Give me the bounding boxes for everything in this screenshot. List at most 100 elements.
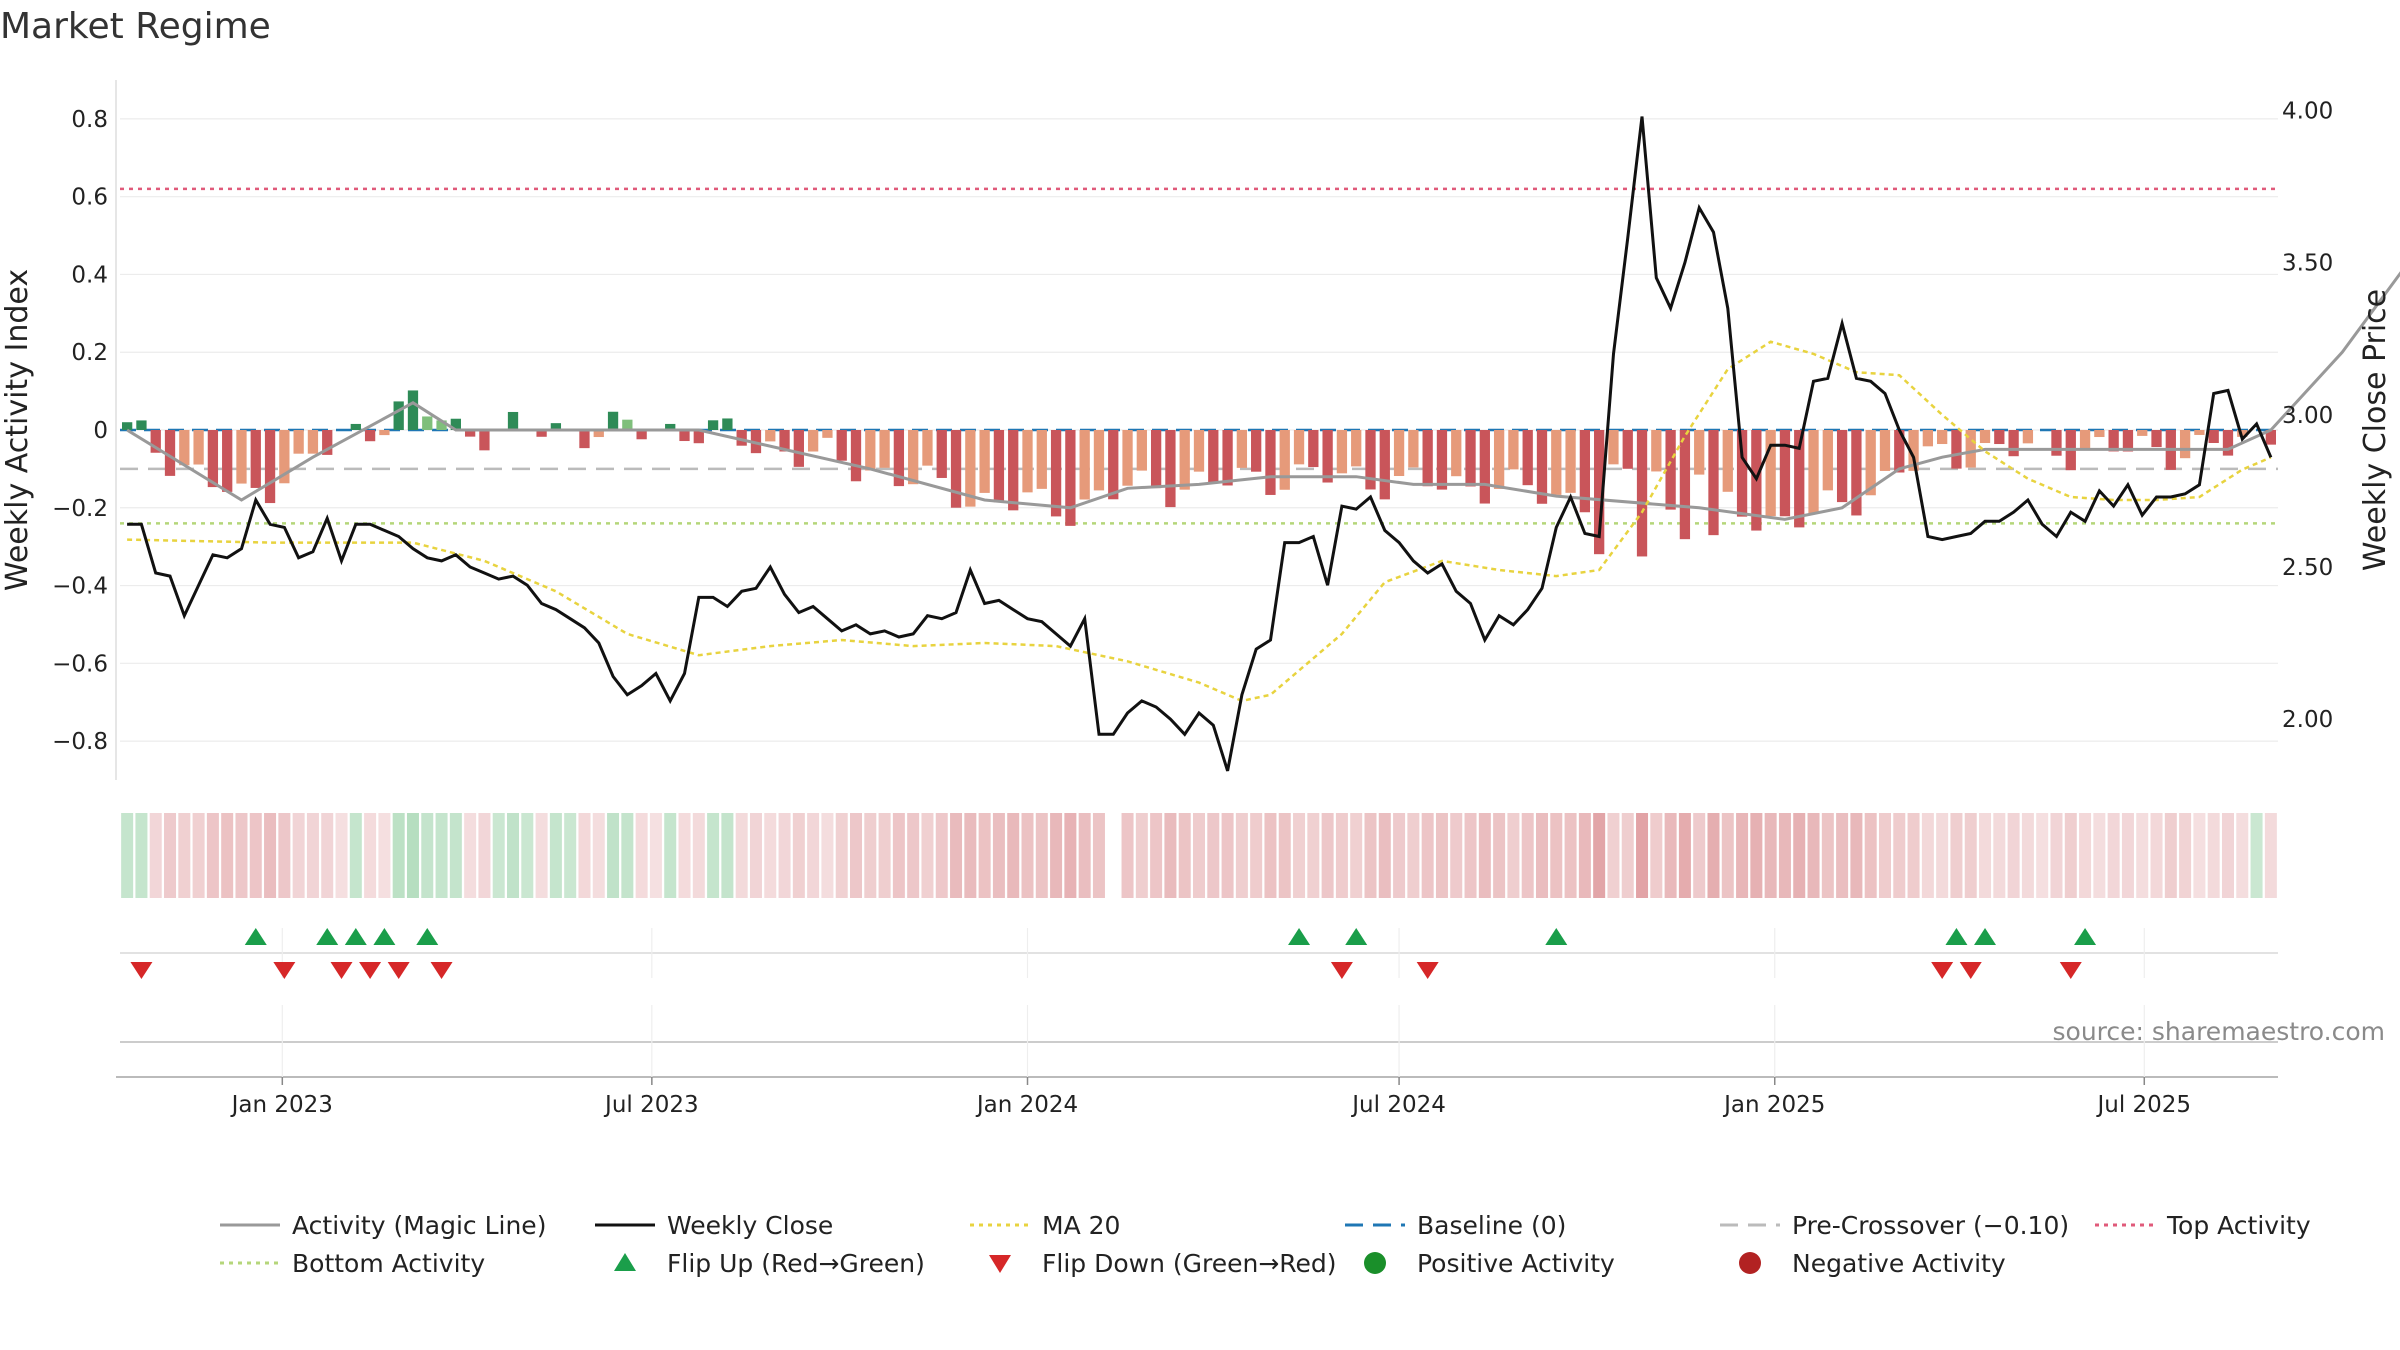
regime-cell xyxy=(2107,813,2120,898)
x-tick-label: Jul 2023 xyxy=(603,1092,699,1118)
regime-cell xyxy=(421,813,434,898)
activity-bar xyxy=(436,420,447,430)
regime-cell xyxy=(764,813,777,898)
regime-cell xyxy=(1807,813,1820,898)
activity-bar xyxy=(393,401,404,430)
activity-bar xyxy=(1937,430,1948,445)
activity-bar xyxy=(1836,430,1848,503)
regime-cell xyxy=(1964,813,1977,898)
legend-swatch xyxy=(989,1255,1011,1273)
activity-bar xyxy=(1179,430,1190,490)
activity-bar xyxy=(1951,430,1962,469)
regime-cell xyxy=(1078,813,1091,898)
activity-bar xyxy=(1079,430,1090,500)
activity-bar xyxy=(364,430,376,442)
flip-down-marker xyxy=(130,962,153,979)
activity-bar xyxy=(179,430,190,466)
ma20-line xyxy=(127,340,2272,703)
legend-item: MA 20 xyxy=(970,1211,1120,1240)
regime-cell xyxy=(735,813,748,898)
activity-bar xyxy=(150,430,161,453)
regime-cell xyxy=(935,813,948,898)
left-tick-label: −0.4 xyxy=(52,574,108,600)
regime-cell xyxy=(864,813,877,898)
right-axis: 4.00 3.50 3.00 2.50 2.00 xyxy=(2282,98,2333,733)
regime-cell xyxy=(1435,813,1448,898)
activity-bar xyxy=(1736,430,1748,517)
magic-line xyxy=(126,271,2400,521)
regime-cell xyxy=(221,813,234,898)
regime-cell xyxy=(1921,813,1934,898)
regime-cell xyxy=(1535,813,1548,898)
flip-up-marker xyxy=(1945,928,1968,945)
legend-label: Weekly Close xyxy=(667,1211,833,1240)
activity-bar xyxy=(607,411,619,430)
left-tick-label: −0.8 xyxy=(52,729,108,755)
regime-cell xyxy=(392,813,405,898)
regime-cell xyxy=(749,813,762,898)
regime-cell xyxy=(1836,813,1849,898)
activity-bar xyxy=(1408,430,1419,468)
regime-cell xyxy=(1164,813,1177,898)
activity-bars xyxy=(122,390,2276,557)
activity-bar xyxy=(1994,430,2005,445)
regime-cell xyxy=(1192,813,1206,898)
activity-bar xyxy=(1393,430,1405,477)
activity-bar xyxy=(1036,430,1047,489)
regime-cell xyxy=(492,813,505,898)
reference-lines xyxy=(120,187,2278,525)
activity-bar xyxy=(2222,430,2234,456)
activity-bar xyxy=(1779,430,1791,517)
regime-cell xyxy=(435,813,448,898)
activity-bar xyxy=(579,430,590,449)
activity-bar xyxy=(2151,430,2162,448)
activity-bar xyxy=(922,430,933,466)
x-tick-label: Jan 2024 xyxy=(975,1092,1078,1118)
regime-cell xyxy=(1021,813,1034,898)
activity-bar xyxy=(665,423,676,430)
left-tick-label: −0.6 xyxy=(52,651,108,677)
activity-bar xyxy=(1493,430,1505,489)
flip-markers xyxy=(120,928,2278,979)
regime-cell xyxy=(1864,813,1877,898)
activity-bar xyxy=(1222,430,1233,486)
x-tick-label: Jul 2025 xyxy=(2095,1092,2191,1118)
legend-label: Bottom Activity xyxy=(292,1249,485,1278)
regime-cell xyxy=(2079,813,2092,898)
activity-bar xyxy=(136,420,147,430)
regime-cell xyxy=(1493,813,1506,898)
regime-cell xyxy=(278,813,291,898)
regime-cell xyxy=(406,813,419,898)
activity-bar xyxy=(2008,430,2019,457)
activity-bar xyxy=(1251,430,1262,472)
activity-bar xyxy=(2237,430,2248,437)
activity-bar xyxy=(1336,430,1348,474)
flip-up-marker xyxy=(373,928,396,945)
activity-bar xyxy=(236,430,247,484)
regime-cell xyxy=(1636,813,1649,898)
regime-cell xyxy=(2136,813,2149,898)
regime-cell xyxy=(707,813,720,898)
regime-cell xyxy=(1993,813,2006,898)
legend-label: Negative Activity xyxy=(1792,1249,2006,1278)
flip-up-marker xyxy=(244,928,267,945)
regime-cell xyxy=(964,813,977,898)
regime-cell xyxy=(1650,813,1663,898)
activity-bar xyxy=(2137,430,2148,436)
regime-cell xyxy=(578,813,591,898)
regime-cell xyxy=(235,813,248,898)
x-tick-label: Jul 2024 xyxy=(1350,1092,1446,1118)
activity-bar xyxy=(379,430,390,436)
regime-cell xyxy=(907,813,920,898)
activity-bar xyxy=(779,430,790,452)
activity-bar xyxy=(1508,430,1519,470)
regime-cell xyxy=(1092,813,1105,898)
activity-bar xyxy=(1894,430,1905,473)
activity-bar xyxy=(1922,430,1934,447)
legend-swatch xyxy=(1739,1252,1761,1274)
activity-bar xyxy=(464,430,476,437)
regime-cell xyxy=(1721,813,1734,898)
regime-cell xyxy=(564,813,577,898)
regime-cell xyxy=(1264,813,1277,898)
